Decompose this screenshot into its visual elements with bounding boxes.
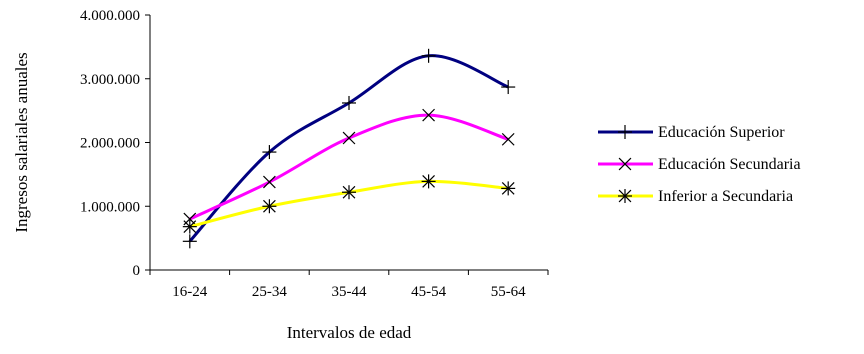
data-point-marker <box>618 189 632 203</box>
data-point <box>262 199 277 214</box>
data-point-marker <box>342 131 356 145</box>
data-point <box>618 189 632 203</box>
x-tick-label: 25-34 <box>252 284 287 300</box>
y-tick-label: 0 <box>133 263 141 279</box>
x-axis-label: Intervalos de edad <box>287 323 412 342</box>
y-tick-label: 1.000.000 <box>80 199 140 215</box>
x-ticks: 16-24 25-34 35-44 45-54 55-64 <box>149 270 549 300</box>
y-tick-label: 4.000.000 <box>80 8 140 24</box>
legend-item: Educación Secundaria <box>598 156 801 173</box>
legend-label: Educación Superior <box>658 124 785 141</box>
x-tick-label: 35-44 <box>332 284 367 300</box>
data-point-marker <box>263 199 276 213</box>
x-tick-label: 55-64 <box>491 284 526 300</box>
data-point <box>618 157 632 171</box>
series-1 <box>182 48 516 249</box>
data-point-marker <box>422 175 435 188</box>
data-point <box>342 95 356 110</box>
series-line <box>189 113 509 221</box>
series-3 <box>182 174 516 234</box>
data-point <box>618 125 632 139</box>
series-layer <box>182 48 516 249</box>
data-point <box>263 175 276 189</box>
legend-item: Inferior a Secundaria <box>598 188 793 205</box>
data-point-marker <box>618 157 632 171</box>
data-point <box>501 80 516 95</box>
data-point <box>182 234 197 249</box>
data-point <box>342 131 356 145</box>
y-axis-label: Ingresos salariales anuales <box>12 52 31 232</box>
legend-label: Educación Secundaria <box>658 156 801 173</box>
data-point <box>501 181 516 196</box>
legend: Educación Superior Educación Secundaria In… <box>598 124 801 205</box>
data-point <box>421 48 436 63</box>
data-point-marker <box>263 175 276 189</box>
data-point <box>501 132 515 146</box>
x-tick-label: 16-24 <box>172 284 207 300</box>
data-point-marker <box>501 182 515 195</box>
legend-item: Educación Superior <box>598 124 785 141</box>
data-point-marker <box>501 132 515 146</box>
data-point-marker <box>342 185 356 199</box>
y-ticks: 0 1.000.000 2.000.000 3.000.000 4.000.000 <box>80 8 150 279</box>
data-point <box>421 174 436 189</box>
legend-label: Inferior a Secundaria <box>658 188 793 205</box>
x-tick-label: 45-54 <box>411 284 446 300</box>
axes <box>149 15 548 271</box>
data-point <box>422 108 435 122</box>
data-point <box>182 219 197 234</box>
data-point <box>342 185 356 200</box>
y-tick-label: 3.000.000 <box>80 72 140 88</box>
data-point-marker <box>422 108 435 122</box>
data-point <box>262 145 277 160</box>
y-tick-label: 2.000.000 <box>80 136 140 152</box>
series-2 <box>183 108 515 226</box>
data-point-marker <box>183 220 197 234</box>
